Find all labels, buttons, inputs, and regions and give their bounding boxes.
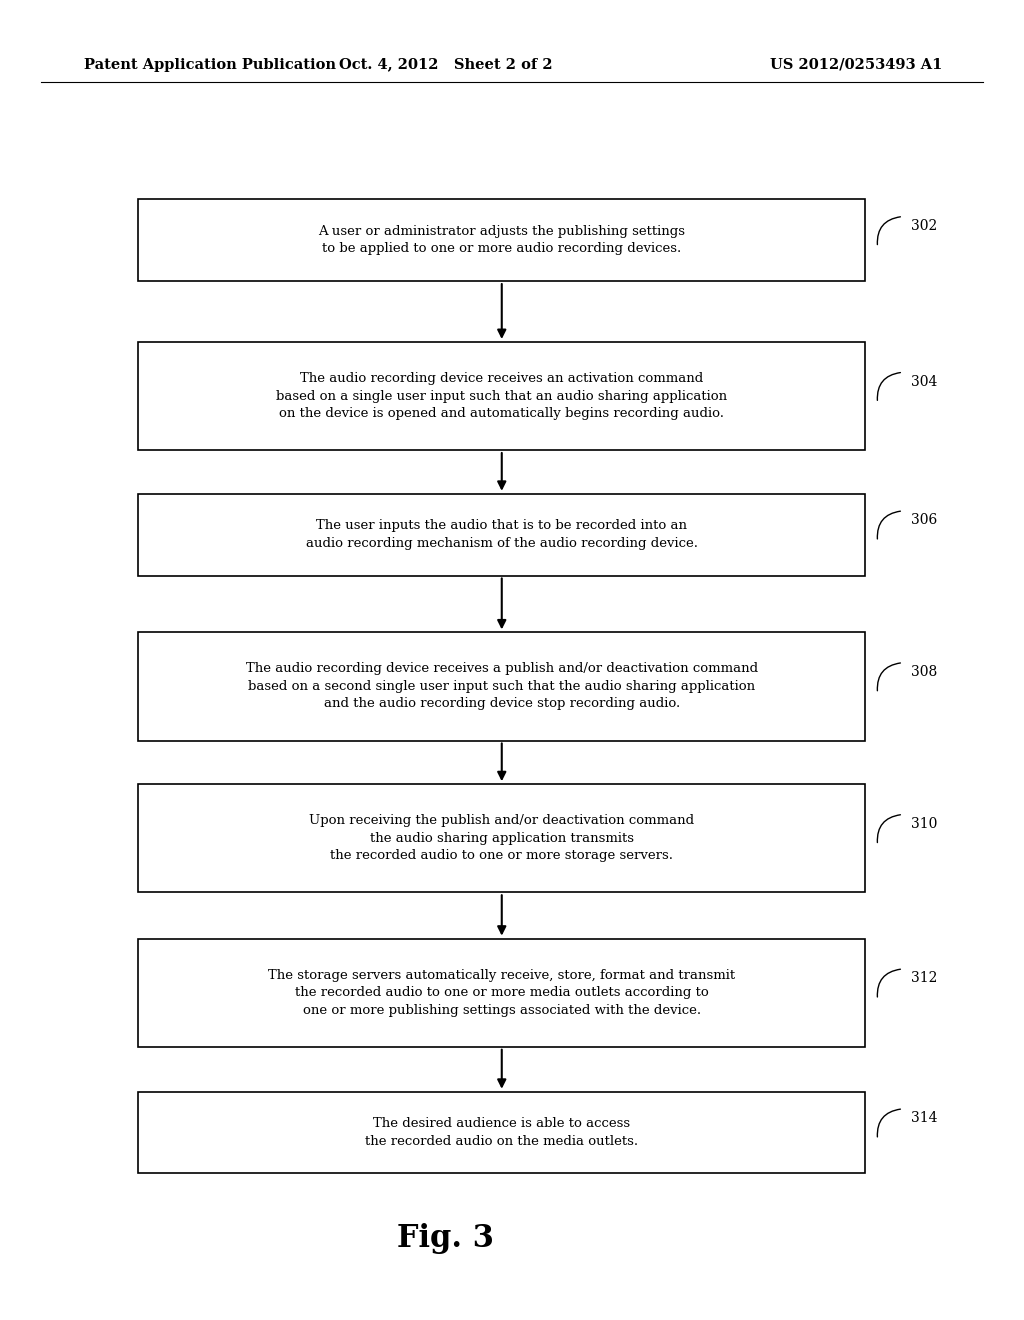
Bar [138,199,865,281]
Text: The audio recording device receives a publish and/or deactivation command
based : The audio recording device receives a pu… [246,663,758,710]
Text: US 2012/0253493 A1: US 2012/0253493 A1 [770,58,942,71]
Text: 310: 310 [911,817,938,832]
Text: Fig. 3: Fig. 3 [397,1222,494,1254]
Bar [138,494,865,576]
Text: The storage servers automatically receive, store, format and transmit
the record: The storage servers automatically receiv… [268,969,735,1016]
Bar [138,939,865,1047]
Text: 304: 304 [911,375,938,389]
Text: 306: 306 [911,513,938,528]
Text: Upon receiving the publish and/or deactivation command
the audio sharing applica: Upon receiving the publish and/or deacti… [309,814,694,862]
Bar [138,632,865,741]
Text: 302: 302 [911,219,938,234]
Text: 312: 312 [911,972,938,986]
Bar [138,342,865,450]
Text: Oct. 4, 2012   Sheet 2 of 2: Oct. 4, 2012 Sheet 2 of 2 [339,58,552,71]
Text: Patent Application Publication: Patent Application Publication [84,58,336,71]
Bar [138,1092,865,1173]
Bar [138,784,865,892]
Text: The user inputs the audio that is to be recorded into an
audio recording mechani: The user inputs the audio that is to be … [306,519,697,550]
Text: 314: 314 [911,1111,938,1126]
Text: The audio recording device receives an activation command
based on a single user: The audio recording device receives an a… [276,372,727,420]
Text: A user or administrator adjusts the publishing settings
to be applied to one or : A user or administrator adjusts the publ… [318,224,685,256]
Text: 308: 308 [911,665,938,680]
Text: The desired audience is able to access
the recorded audio on the media outlets.: The desired audience is able to access t… [366,1117,638,1148]
